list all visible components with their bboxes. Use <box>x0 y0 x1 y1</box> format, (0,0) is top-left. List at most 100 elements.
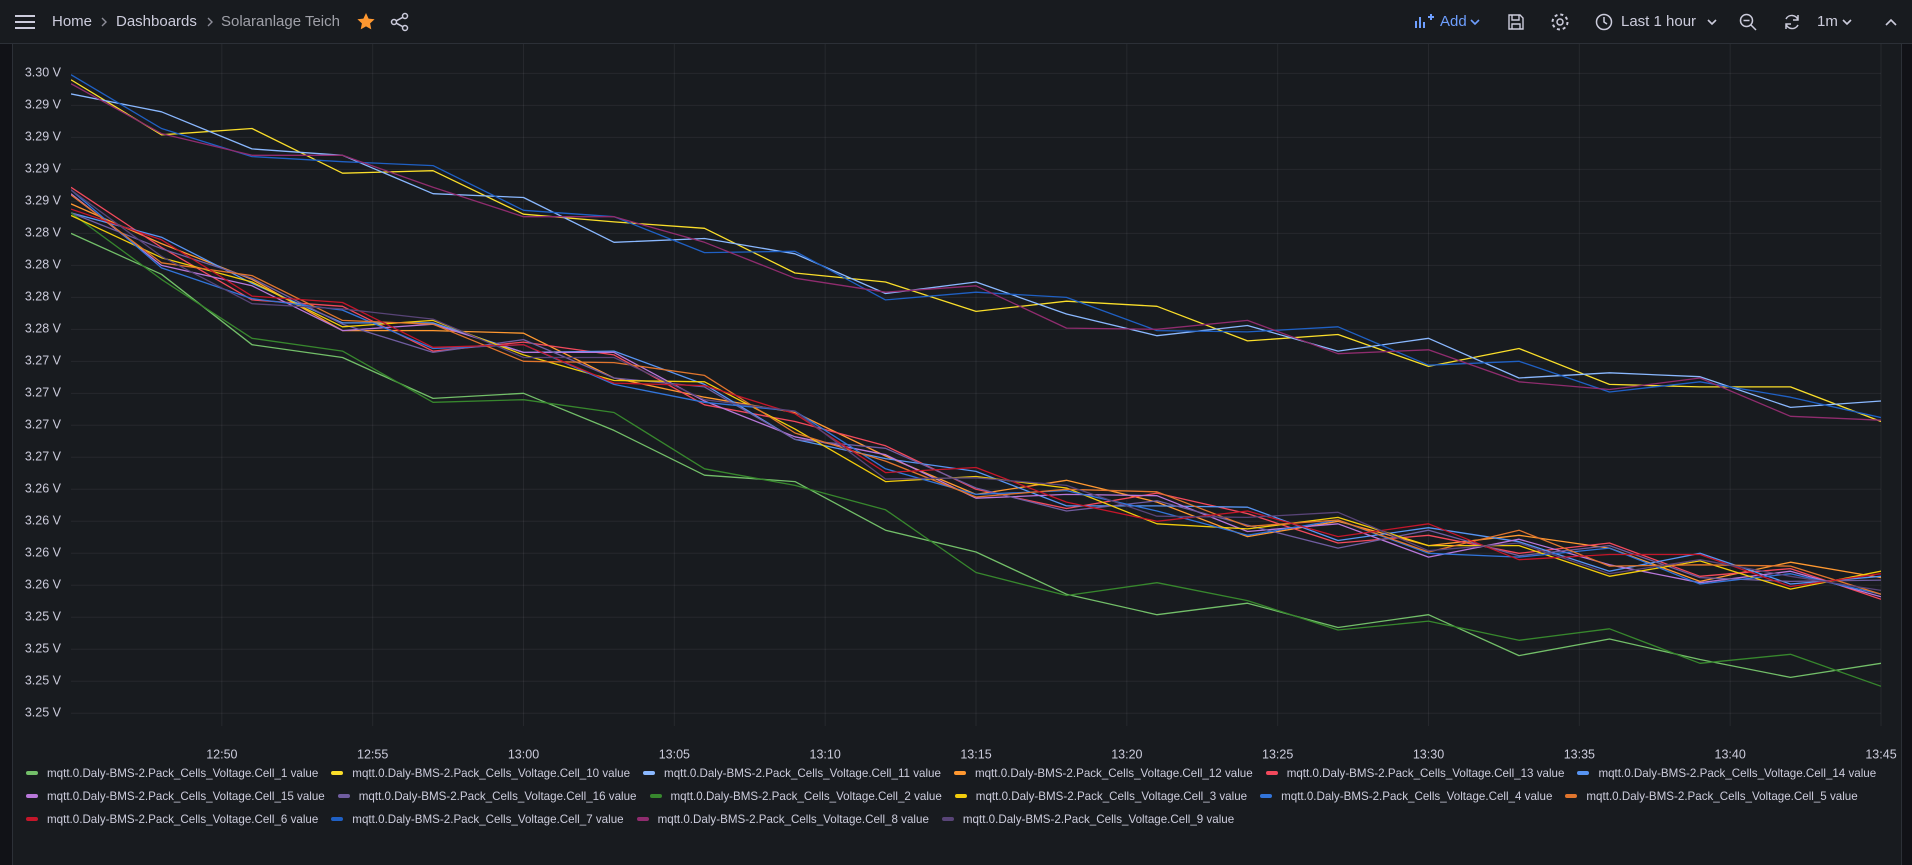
top-bar: Home Dashboards Solaranlage Teich Add La… <box>0 0 1912 44</box>
legend-label: mqtt.0.Daly-BMS-2.Pack_Cells_Voltage.Cel… <box>976 790 1247 803</box>
legend-item[interactable]: mqtt.0.Daly-BMS-2.Pack_Cells_Voltage.Cel… <box>26 787 325 805</box>
legend-item[interactable]: mqtt.0.Daly-BMS-2.Pack_Cells_Voltage.Cel… <box>643 764 941 782</box>
legend-label: mqtt.0.Daly-BMS-2.Pack_Cells_Voltage.Cel… <box>1586 790 1857 803</box>
x-tick-label: 13:20 <box>1111 747 1142 761</box>
x-tick-label: 13:25 <box>1262 747 1293 761</box>
legend-swatch <box>637 817 649 821</box>
collapse-button[interactable] <box>1884 16 1898 28</box>
legend-label: mqtt.0.Daly-BMS-2.Pack_Cells_Voltage.Cel… <box>975 767 1253 780</box>
y-tick-label: 3.27 V <box>25 354 62 368</box>
legend-swatch <box>1260 794 1272 798</box>
legend-item[interactable]: mqtt.0.Daly-BMS-2.Pack_Cells_Voltage.Cel… <box>331 810 623 828</box>
legend-swatch <box>331 771 343 775</box>
legend-item[interactable]: mqtt.0.Daly-BMS-2.Pack_Cells_Voltage.Cel… <box>1577 764 1876 782</box>
menu-button[interactable] <box>14 12 36 32</box>
legend-label: mqtt.0.Daly-BMS-2.Pack_Cells_Voltage.Cel… <box>1281 790 1552 803</box>
legend-label: mqtt.0.Daly-BMS-2.Pack_Cells_Voltage.Cel… <box>47 813 318 826</box>
legend-item[interactable]: mqtt.0.Daly-BMS-2.Pack_Cells_Voltage.Cel… <box>650 787 942 805</box>
legend-item[interactable]: mqtt.0.Daly-BMS-2.Pack_Cells_Voltage.Cel… <box>955 787 1247 805</box>
refresh-interval[interactable]: 1m <box>1817 13 1838 30</box>
legend-item[interactable]: mqtt.0.Daly-BMS-2.Pack_Cells_Voltage.Cel… <box>331 764 630 782</box>
legend-item[interactable]: mqtt.0.Daly-BMS-2.Pack_Cells_Voltage.Cel… <box>338 787 637 805</box>
legend-item[interactable]: mqtt.0.Daly-BMS-2.Pack_Cells_Voltage.Cel… <box>1266 764 1565 782</box>
legend-swatch <box>1266 771 1278 775</box>
y-tick-label: 3.29 V <box>25 98 62 112</box>
x-tick-label: 12:55 <box>357 747 388 761</box>
legend-swatch <box>26 794 38 798</box>
legend-item[interactable]: mqtt.0.Daly-BMS-2.Pack_Cells_Voltage.Cel… <box>942 810 1234 828</box>
y-tick-label: 3.28 V <box>25 226 62 240</box>
breadcrumb-separator <box>205 16 215 28</box>
x-tick-label: 13:00 <box>508 747 539 761</box>
x-tick-label: 13:40 <box>1715 747 1746 761</box>
legend-label: mqtt.0.Daly-BMS-2.Pack_Cells_Voltage.Cel… <box>352 813 623 826</box>
y-tick-label: 3.30 V <box>25 66 62 80</box>
y-tick-label: 3.28 V <box>25 322 62 336</box>
legend-swatch <box>643 771 655 775</box>
y-tick-label: 3.29 V <box>25 162 62 176</box>
x-tick-label: 13:10 <box>810 747 841 761</box>
time-range-picker[interactable]: Last 1 hour <box>1621 13 1696 30</box>
x-tick-label: 13:35 <box>1564 747 1595 761</box>
legend-swatch <box>650 794 662 798</box>
breadcrumb-current: Solaranlage Teich <box>221 13 340 30</box>
y-tick-label: 3.29 V <box>25 130 62 144</box>
y-tick-label: 3.27 V <box>25 386 62 400</box>
legend-item[interactable]: mqtt.0.Daly-BMS-2.Pack_Cells_Voltage.Cel… <box>26 764 318 782</box>
time-range-chevron[interactable] <box>1706 16 1718 28</box>
add-icon[interactable] <box>1414 12 1434 32</box>
add-button[interactable]: Add <box>1440 13 1467 30</box>
y-tick-label: 3.25 V <box>25 642 62 656</box>
legend-swatch <box>954 771 966 775</box>
breadcrumb-dashboards[interactable]: Dashboards <box>116 13 197 30</box>
legend-label: mqtt.0.Daly-BMS-2.Pack_Cells_Voltage.Cel… <box>352 767 630 780</box>
legend-swatch <box>1577 771 1589 775</box>
x-tick-label: 13:30 <box>1413 747 1444 761</box>
legend-label: mqtt.0.Daly-BMS-2.Pack_Cells_Voltage.Cel… <box>671 790 942 803</box>
zoom-out-button[interactable] <box>1738 12 1758 32</box>
legend-label: mqtt.0.Daly-BMS-2.Pack_Cells_Voltage.Cel… <box>47 767 318 780</box>
share-button[interactable] <box>390 12 410 32</box>
add-chevron[interactable] <box>1469 16 1481 28</box>
breadcrumb-home[interactable]: Home <box>52 13 92 30</box>
y-tick-label: 3.28 V <box>25 290 62 304</box>
save-button[interactable] <box>1506 12 1526 32</box>
legend-item[interactable]: mqtt.0.Daly-BMS-2.Pack_Cells_Voltage.Cel… <box>1565 787 1857 805</box>
legend-item[interactable]: mqtt.0.Daly-BMS-2.Pack_Cells_Voltage.Cel… <box>1260 787 1552 805</box>
y-tick-label: 3.27 V <box>25 450 62 464</box>
y-tick-label: 3.25 V <box>25 610 62 624</box>
legend-label: mqtt.0.Daly-BMS-2.Pack_Cells_Voltage.Cel… <box>47 790 325 803</box>
refresh-button[interactable] <box>1782 12 1802 32</box>
y-tick-label: 3.25 V <box>25 706 62 720</box>
x-tick-label: 12:50 <box>206 747 237 761</box>
y-tick-label: 3.29 V <box>25 194 62 208</box>
refresh-chevron[interactable] <box>1841 16 1853 28</box>
y-tick-label: 3.25 V <box>25 674 62 688</box>
legend-label: mqtt.0.Daly-BMS-2.Pack_Cells_Voltage.Cel… <box>359 790 637 803</box>
star-button[interactable] <box>356 12 376 32</box>
legend-swatch <box>338 794 350 798</box>
legend-swatch <box>955 794 967 798</box>
legend-swatch <box>1565 794 1577 798</box>
legend-label: mqtt.0.Daly-BMS-2.Pack_Cells_Voltage.Cel… <box>1287 767 1565 780</box>
y-tick-label: 3.26 V <box>25 546 62 560</box>
legend-label: mqtt.0.Daly-BMS-2.Pack_Cells_Voltage.Cel… <box>664 767 941 780</box>
x-tick-label: 13:45 <box>1865 747 1896 761</box>
legend-item[interactable]: mqtt.0.Daly-BMS-2.Pack_Cells_Voltage.Cel… <box>954 764 1253 782</box>
legend: mqtt.0.Daly-BMS-2.Pack_Cells_Voltage.Cel… <box>26 764 1886 828</box>
y-tick-label: 3.27 V <box>25 418 62 432</box>
x-tick-label: 13:05 <box>659 747 690 761</box>
legend-swatch <box>331 817 343 821</box>
legend-item[interactable]: mqtt.0.Daly-BMS-2.Pack_Cells_Voltage.Cel… <box>637 810 929 828</box>
legend-label: mqtt.0.Daly-BMS-2.Pack_Cells_Voltage.Cel… <box>963 813 1234 826</box>
y-tick-label: 3.26 V <box>25 514 62 528</box>
chart: 3.25 V 3.25 V 3.25 V 3.25 V 3.26 V 3.26 V 3.26… <box>0 44 1912 774</box>
clock-icon[interactable] <box>1594 12 1614 32</box>
settings-button[interactable] <box>1550 12 1570 32</box>
legend-swatch <box>26 771 38 775</box>
y-tick-label: 3.28 V <box>25 258 62 272</box>
legend-item[interactable]: mqtt.0.Daly-BMS-2.Pack_Cells_Voltage.Cel… <box>26 810 318 828</box>
breadcrumb-separator <box>99 16 109 28</box>
y-tick-label: 3.26 V <box>25 482 62 496</box>
legend-label: mqtt.0.Daly-BMS-2.Pack_Cells_Voltage.Cel… <box>658 813 929 826</box>
